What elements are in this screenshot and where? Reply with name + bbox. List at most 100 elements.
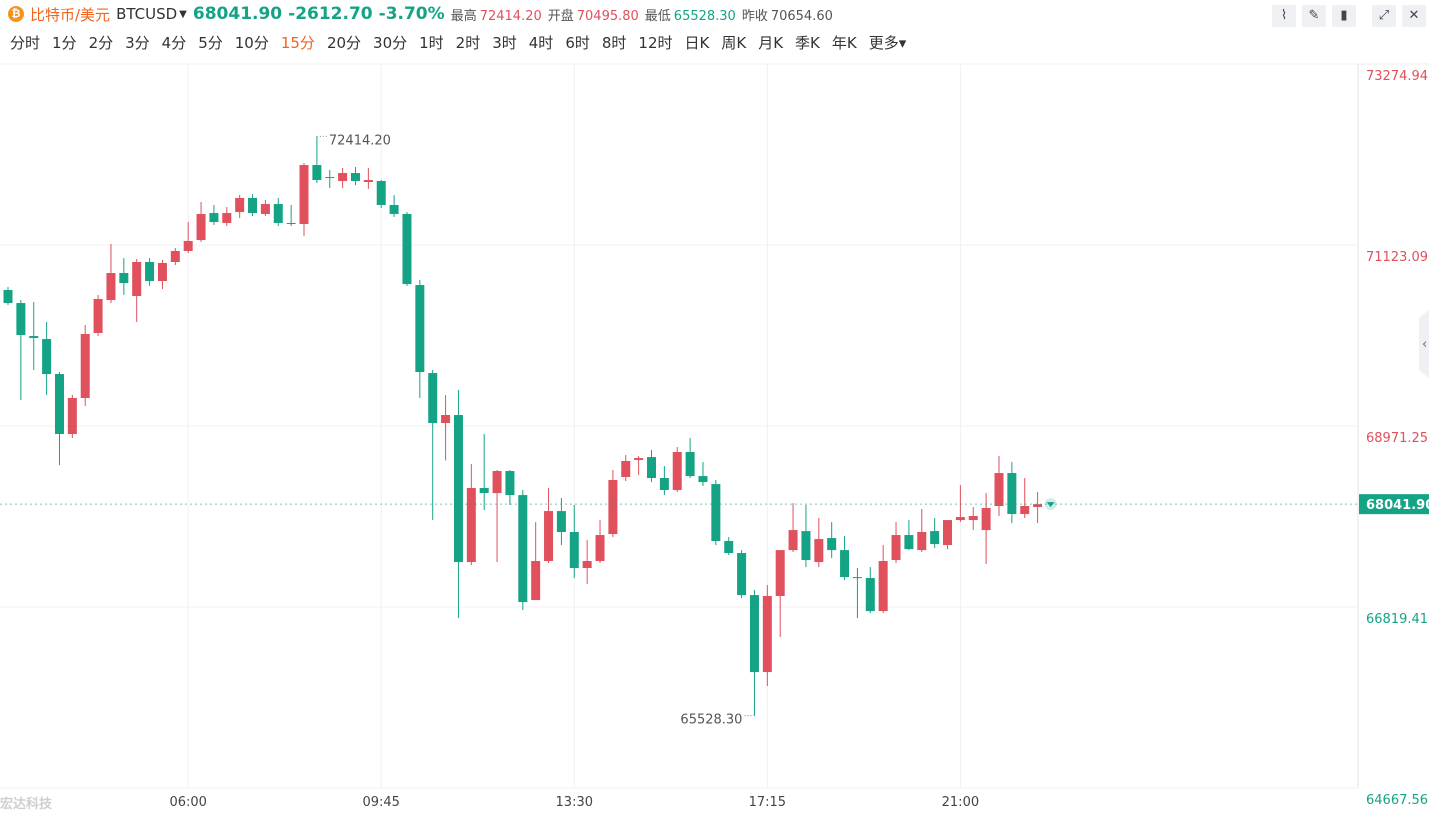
line-button[interactable]: ⌇	[1272, 5, 1296, 27]
candle-body	[29, 336, 39, 339]
candle-body	[80, 334, 90, 399]
x-tick-label: 21:00	[942, 795, 979, 810]
candle-body	[376, 180, 386, 205]
candle-body	[453, 415, 463, 563]
candle-body	[672, 452, 682, 491]
timeframe-tab[interactable]: 1时	[419, 34, 444, 52]
timeframe-tab[interactable]: 4分	[161, 34, 187, 52]
candle-body	[299, 165, 309, 224]
timeframe-tab[interactable]: 更多▾	[868, 34, 907, 52]
candle-body	[16, 303, 26, 336]
timeframe-tab[interactable]: 12时	[638, 34, 673, 52]
stat-value: 65528.30	[673, 8, 736, 24]
candle-button[interactable]: ▮	[1332, 5, 1356, 27]
stat-label: 昨收	[741, 8, 768, 24]
candle-body	[917, 532, 927, 551]
candle-body	[737, 553, 747, 596]
candle-body	[569, 532, 579, 569]
candle-body	[904, 535, 914, 550]
candle-body	[724, 541, 734, 554]
x-tick-label: 06:00	[169, 795, 206, 810]
candle-body	[145, 261, 155, 282]
candle-body	[183, 240, 193, 251]
candle-body	[106, 273, 116, 301]
candle-body	[402, 213, 412, 285]
stat-value: 72414.20	[479, 8, 542, 24]
candle-body	[479, 488, 489, 494]
candle-body	[492, 471, 502, 494]
timeframe-tab[interactable]: 10分	[234, 34, 269, 52]
x-tick-label: 09:45	[362, 795, 399, 810]
dropdown-arrow[interactable]: ▼	[179, 8, 187, 20]
candle-body	[647, 457, 656, 479]
timeframe-tab[interactable]: 30分	[373, 34, 408, 52]
candle-body	[363, 179, 373, 183]
fullscreen-button[interactable]: ⤢	[1372, 5, 1396, 27]
candle-body	[827, 538, 837, 551]
candle-body	[428, 373, 438, 423]
candle-body	[698, 476, 708, 483]
timeframe-tab[interactable]: 3分	[125, 34, 150, 52]
timeframe-tab[interactable]: 20分	[326, 34, 362, 52]
side-tab[interactable]	[1419, 310, 1429, 378]
timeframe-tab[interactable]: 分时	[10, 34, 41, 52]
timeframe-tab[interactable]: 15分	[280, 34, 315, 52]
candle-body	[659, 478, 669, 491]
timeframe-tab[interactable]: 2时	[455, 34, 481, 52]
candle-body	[312, 165, 322, 180]
candle-body	[260, 204, 270, 214]
stat-label: 开盘	[547, 8, 574, 24]
candle-body	[852, 577, 862, 579]
timeframe-tab[interactable]: 3时	[492, 34, 517, 52]
timeframe-tab[interactable]: 月K	[758, 34, 784, 52]
candle-body	[762, 596, 772, 673]
stat-value: 70654.60	[770, 8, 833, 24]
timeframe-tab[interactable]: 5分	[198, 34, 223, 52]
stat-value: 70495.80	[576, 8, 639, 24]
candle-body	[132, 261, 142, 296]
candle-body	[608, 480, 618, 535]
candle-body	[865, 578, 875, 612]
price: 68041.90	[192, 4, 283, 24]
candle-body	[466, 488, 476, 563]
last-price-box	[1359, 494, 1429, 515]
candle-body	[157, 263, 167, 282]
timeframe-tab[interactable]: 年K	[831, 34, 857, 52]
candle-body	[93, 299, 103, 333]
candle-body	[775, 550, 785, 597]
candle-body	[42, 339, 52, 375]
coin-icon: ₿	[8, 6, 24, 22]
timeframe-tab[interactable]: 4时	[528, 34, 554, 52]
close-button[interactable]: ✕	[1402, 5, 1426, 27]
side-arrow[interactable]: ‹	[1422, 337, 1427, 352]
stat-label: 最高	[450, 8, 477, 24]
candle-body	[119, 273, 129, 284]
low-label: 65528.30	[680, 713, 742, 728]
watermark: 宏达科技	[0, 796, 53, 812]
x-tick-label: 17:15	[749, 795, 786, 810]
candle-body	[286, 222, 296, 224]
candle-body	[170, 250, 180, 262]
symbol[interactable]: BTCUSD	[116, 5, 178, 23]
draw-button[interactable]: ✎	[1302, 5, 1326, 27]
timeframe-tab[interactable]: 2分	[88, 34, 114, 52]
candle-body	[338, 173, 348, 181]
y-tick-label: 71123.09	[1366, 250, 1428, 265]
timeframe-tab[interactable]: 周K	[721, 34, 747, 52]
candle-body	[222, 213, 232, 223]
timeframe-tab[interactable]: 8时	[601, 34, 627, 52]
candle-body	[67, 398, 77, 435]
y-tick-label: 68971.25	[1366, 431, 1428, 446]
candle-body	[621, 461, 631, 477]
timeframe-tab[interactable]: 1分	[52, 34, 77, 52]
candle-body	[968, 516, 978, 521]
timeframe-tab[interactable]: 6时	[565, 34, 590, 52]
candle-body	[1033, 504, 1043, 508]
change: -2612.70	[288, 4, 373, 24]
candle-body	[814, 539, 824, 563]
y-tick-label: 73274.94	[1366, 69, 1428, 84]
timeframe-tab[interactable]: 季K	[795, 34, 820, 52]
timeframe-tab[interactable]: 日K	[684, 34, 710, 52]
candle-body	[1020, 506, 1030, 515]
